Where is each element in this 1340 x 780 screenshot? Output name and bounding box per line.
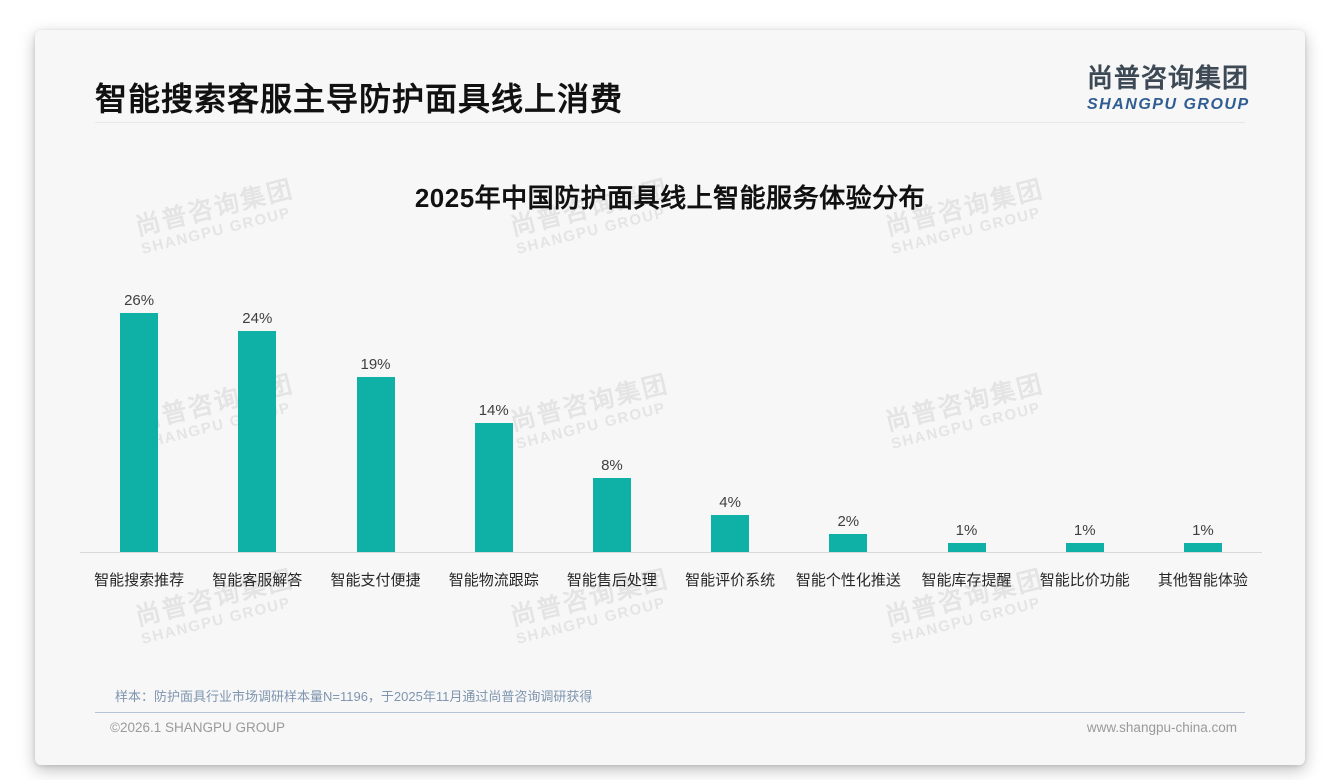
bar bbox=[474, 423, 513, 552]
watermark-en: SHANGPU GROUP bbox=[514, 594, 668, 648]
bar-value-label: 19% bbox=[360, 356, 391, 373]
footer-copyright: ©2026.1 SHANGPU GROUP bbox=[110, 720, 286, 735]
category-label: 智能库存提醒 bbox=[921, 572, 1012, 589]
bar-value-label: 14% bbox=[478, 402, 509, 419]
bar-value-label: 1% bbox=[1192, 522, 1214, 539]
footer-website: www.shangpu-china.com bbox=[1086, 720, 1237, 735]
bar bbox=[238, 331, 277, 552]
x-axis-line bbox=[80, 552, 1262, 553]
bar bbox=[592, 478, 631, 552]
category-label: 智能支付便捷 bbox=[330, 572, 421, 589]
bar bbox=[120, 313, 159, 552]
logo-name-cn: 尚普咨询集团 bbox=[1087, 63, 1250, 93]
bar bbox=[1065, 543, 1104, 552]
bar-column: 26% bbox=[80, 292, 198, 552]
bar-column: 1% bbox=[907, 522, 1025, 552]
category-label: 智能售后处理 bbox=[566, 572, 657, 589]
category-label: 智能评价系统 bbox=[685, 572, 776, 589]
bar bbox=[356, 377, 395, 552]
bar-chart: 26% 24% 19% 14% 8% 4% 2% 1% 1% 1% bbox=[80, 283, 1262, 552]
bar bbox=[711, 515, 750, 552]
bar-column: 1% bbox=[1026, 522, 1144, 552]
bar-column: 2% bbox=[789, 513, 907, 552]
bar-column: 1% bbox=[1144, 522, 1262, 552]
page-title: 智能搜索客服主导防护面具线上消费 bbox=[95, 81, 624, 117]
title-divider bbox=[95, 122, 1245, 123]
watermark-en: SHANGPU GROUP bbox=[139, 594, 293, 648]
sample-note: 样本：防护面具行业市场调研样本量N=1196，于2025年11月通过尚普咨询调研… bbox=[115, 689, 593, 704]
category-label: 其他智能体验 bbox=[1157, 572, 1248, 589]
category-label: 智能个性化推送 bbox=[795, 572, 901, 589]
categories-row: 智能搜索推荐 智能客服解答 智能支付便捷 智能物流跟踪 智能售后处理 智能评价系统 智能个性… bbox=[80, 553, 1262, 590]
shangpu-logo: 尚普咨询集团 SHANGPU GROUP bbox=[1087, 58, 1250, 114]
bar-column: 4% bbox=[671, 494, 789, 552]
report-card: 智能搜索客服主导防护面具线上消费 尚普咨询集团 SHANGPU GROUP 尚普… bbox=[35, 30, 1305, 765]
category-label: 智能客服解答 bbox=[212, 572, 303, 589]
bar-value-label: 2% bbox=[837, 513, 860, 530]
bar-value-label: 24% bbox=[242, 310, 273, 327]
logo-name-en: SHANGPU GROUP bbox=[1087, 96, 1250, 113]
bar-column: 24% bbox=[198, 310, 316, 552]
bar-value-label: 8% bbox=[601, 457, 623, 474]
category-label: 智能比价功能 bbox=[1039, 572, 1130, 589]
chart-title: 2025年中国防护面具线上智能服务体验分布 bbox=[414, 183, 926, 213]
bar bbox=[829, 534, 868, 552]
bar-column: 14% bbox=[435, 402, 553, 552]
watermark-en: SHANGPU GROUP bbox=[889, 594, 1043, 648]
footer-divider bbox=[95, 712, 1245, 713]
category-label: 智能物流跟踪 bbox=[448, 572, 539, 589]
category-label: 智能搜索推荐 bbox=[94, 572, 185, 589]
bar-value-label: 4% bbox=[719, 494, 741, 511]
bar-value-label: 1% bbox=[955, 522, 978, 539]
bar-column: 8% bbox=[553, 457, 671, 552]
bar bbox=[947, 543, 986, 552]
bar bbox=[1183, 543, 1222, 552]
bar-value-label: 26% bbox=[124, 292, 155, 309]
bar-value-label: 1% bbox=[1073, 522, 1096, 539]
bar-column: 19% bbox=[316, 356, 434, 552]
